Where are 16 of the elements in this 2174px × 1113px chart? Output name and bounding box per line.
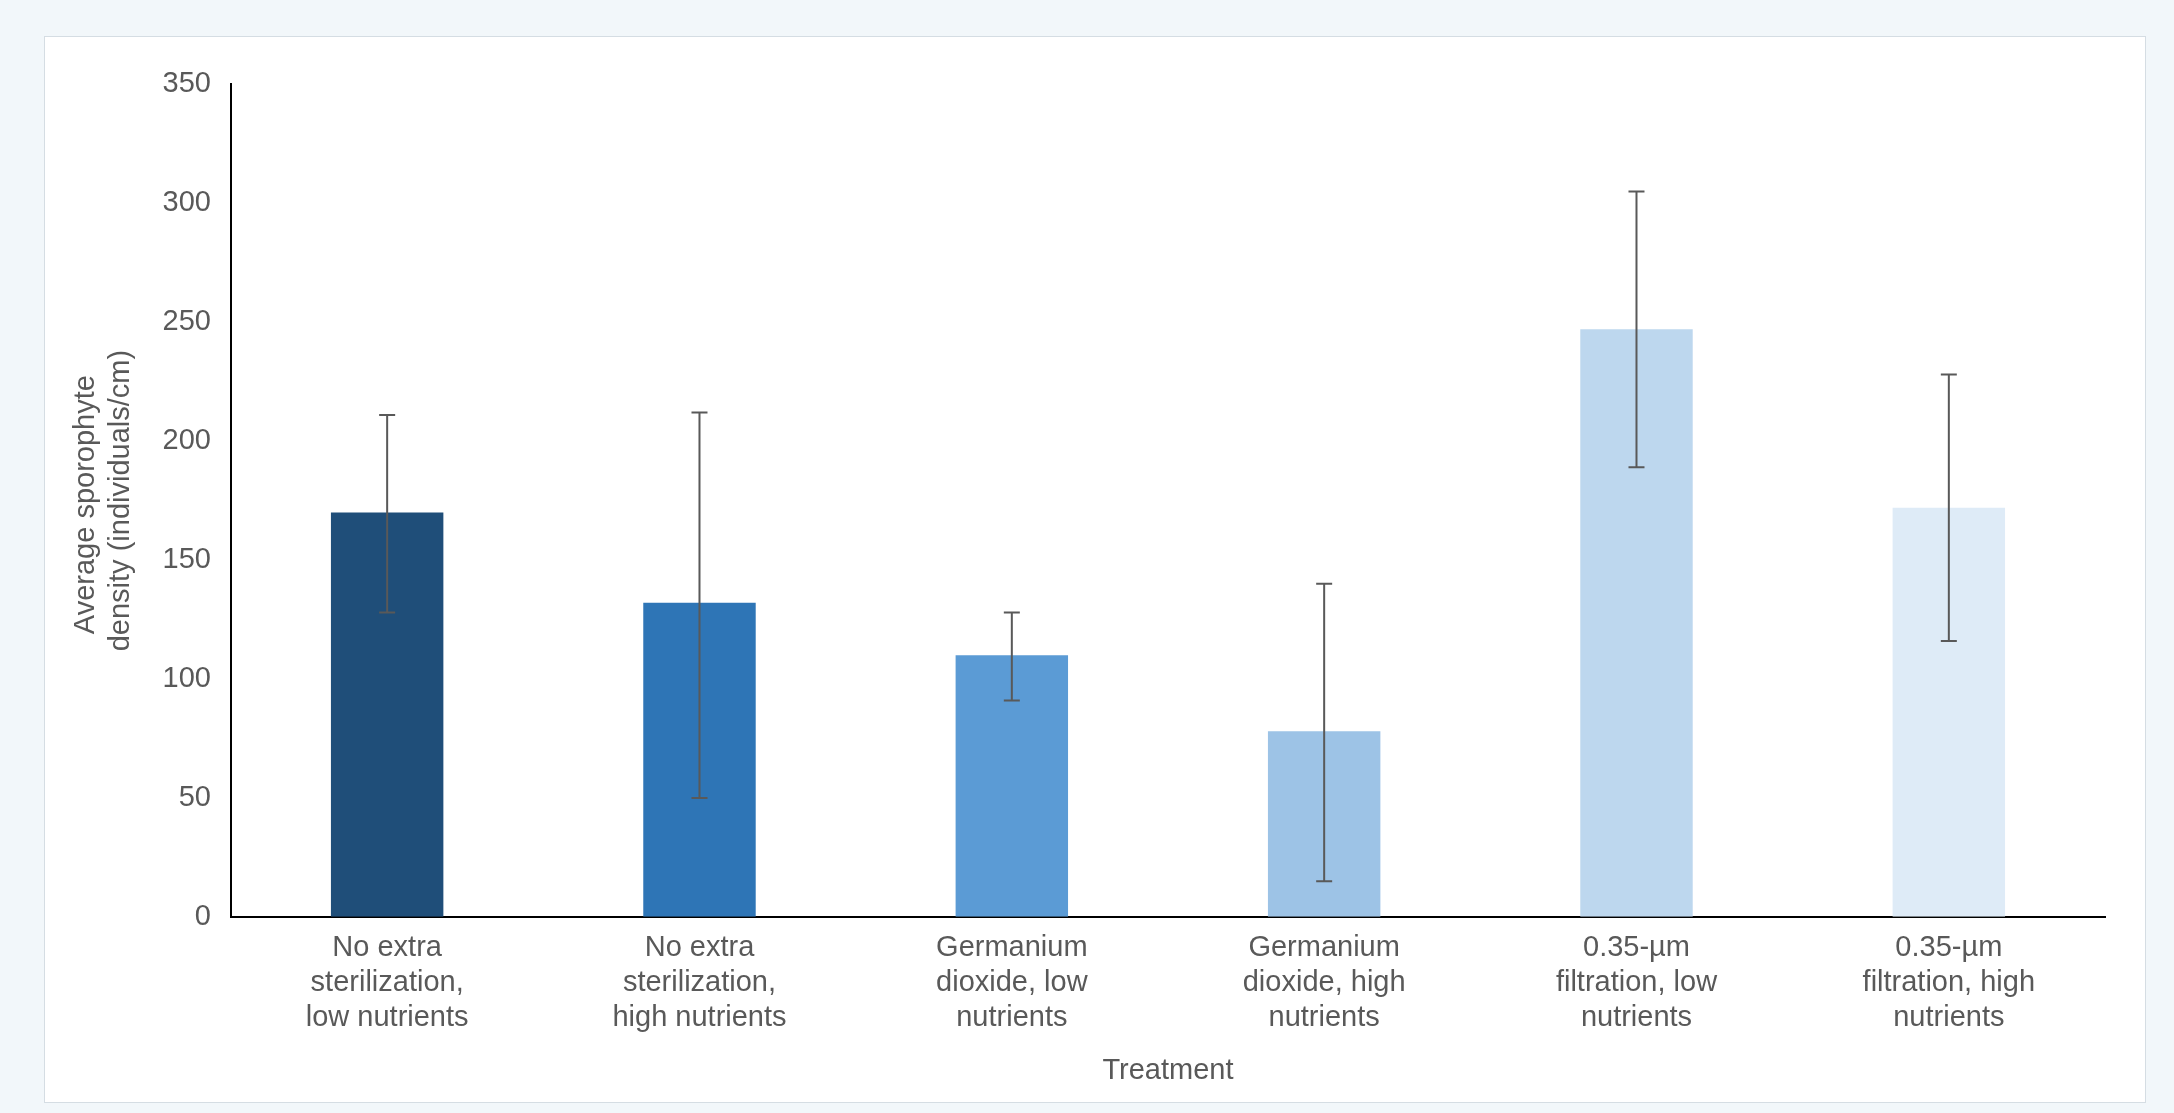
x-axis-title: Treatment bbox=[1102, 1052, 1234, 1085]
y-tick-label: 150 bbox=[162, 542, 211, 575]
y-tick-label: 100 bbox=[162, 660, 211, 693]
y-tick-label: 0 bbox=[194, 898, 211, 931]
y-tick-label: 250 bbox=[162, 304, 211, 337]
y-tick-label: 200 bbox=[162, 423, 211, 456]
y-tick-label: 300 bbox=[162, 185, 211, 218]
x-tick-label: No extra sterilization, low nutrients bbox=[305, 930, 469, 1032]
x-tick-label: Germanium dioxide, high nutrients bbox=[1242, 930, 1406, 1032]
y-axis-title: Average sporophyte density (individuals/cm) bbox=[68, 349, 136, 652]
x-tick-label: Germanium dioxide, low nutrients bbox=[936, 930, 1089, 1032]
x-tick-label: 0.35-µm filtration, high nutrients bbox=[1862, 930, 2036, 1032]
y-tick-label: 350 bbox=[162, 66, 211, 99]
x-tick-label: 0.35-µm filtration, low nutrients bbox=[1555, 930, 1719, 1032]
y-tick-label: 50 bbox=[178, 779, 211, 812]
x-tick-label: No extra sterilization, high nutrients bbox=[612, 930, 787, 1032]
